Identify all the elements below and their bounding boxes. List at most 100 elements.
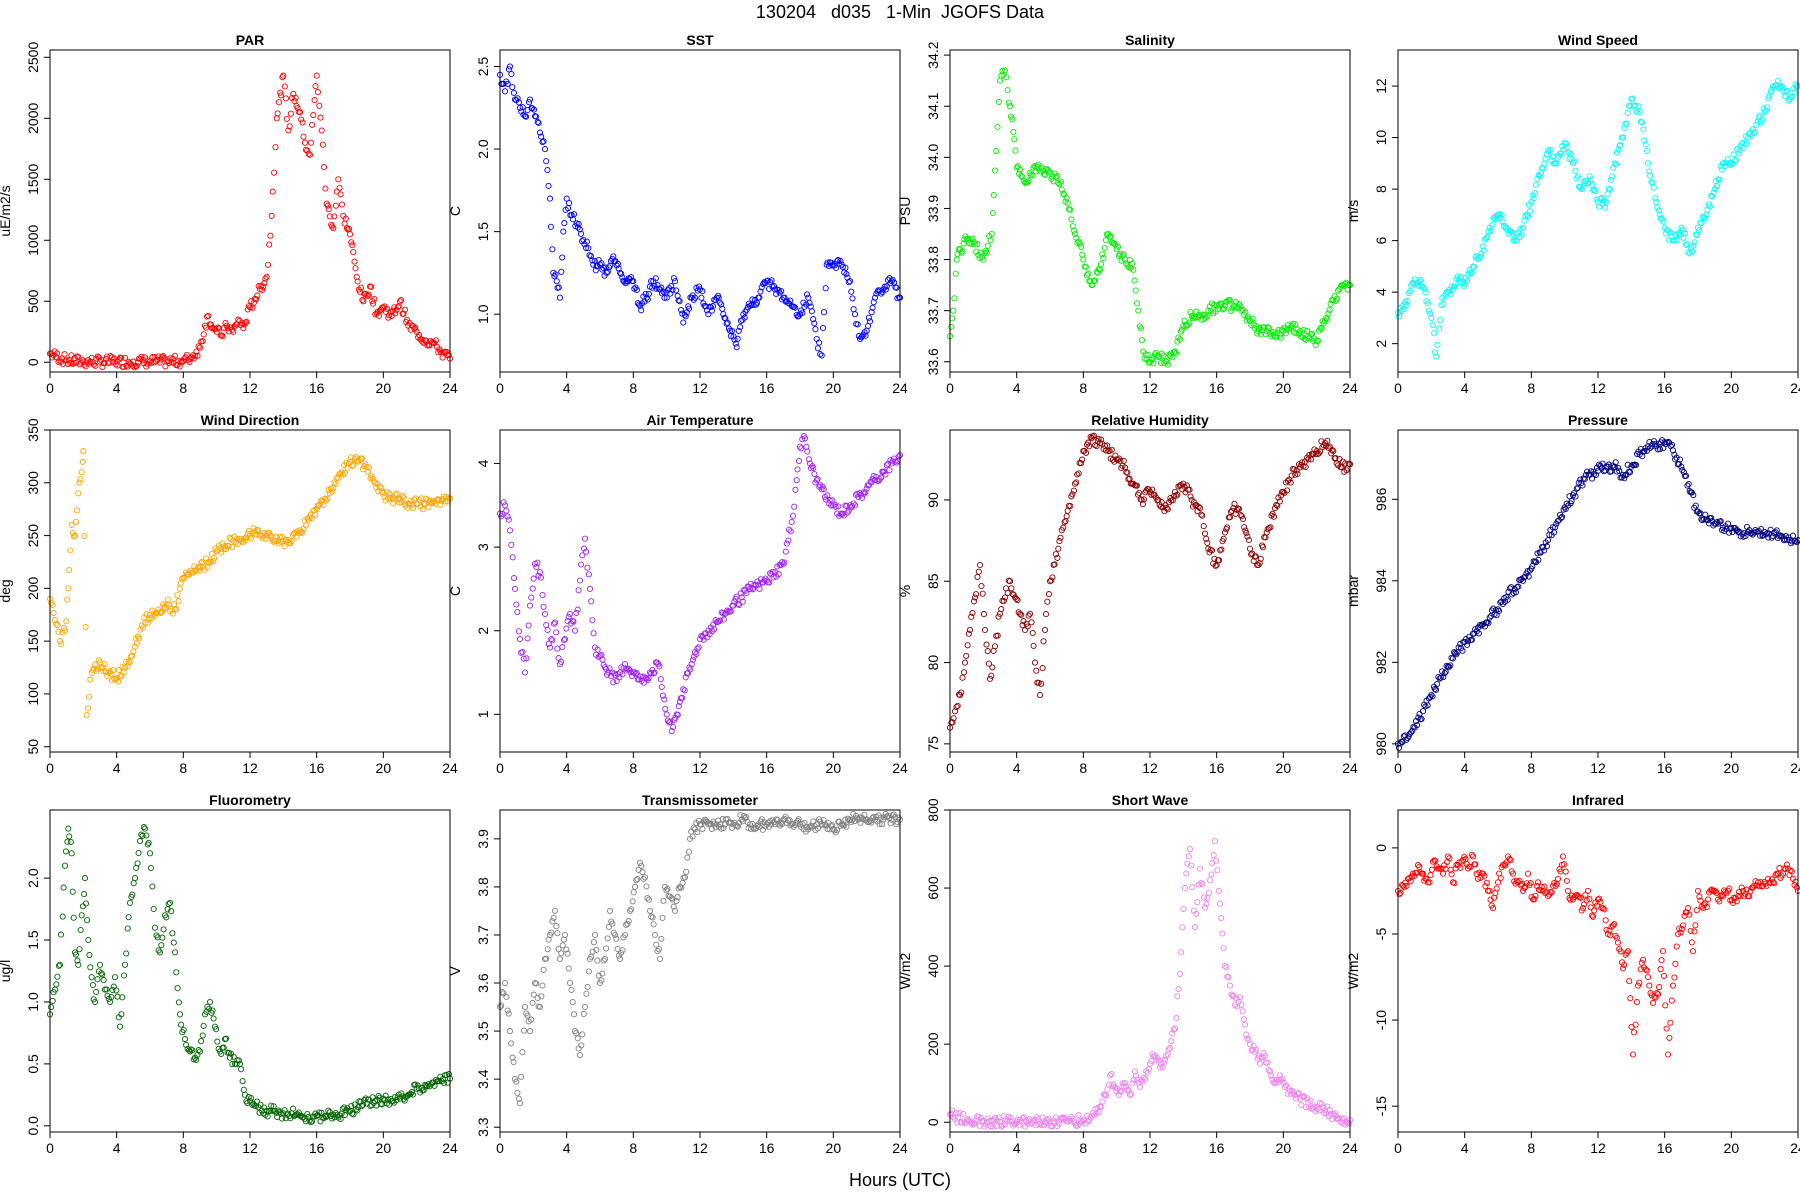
data-point <box>1758 525 1765 533</box>
y-axis-label: m/s <box>1345 200 1361 223</box>
data-points <box>946 67 1354 368</box>
data-point <box>560 936 567 943</box>
data-point <box>669 286 676 293</box>
data-point <box>431 1082 438 1089</box>
data-point <box>548 636 555 643</box>
data-point <box>108 993 115 1001</box>
data-point <box>306 1117 313 1124</box>
data-point <box>667 718 674 725</box>
data-point <box>1541 883 1548 890</box>
data-point <box>51 616 59 624</box>
x-tick-label: 24 <box>1790 760 1800 776</box>
data-point <box>1014 597 1021 604</box>
data-point <box>544 626 551 633</box>
y-tick-label: -5 <box>1373 928 1389 941</box>
data-point <box>1069 491 1076 498</box>
data-point <box>1752 128 1759 136</box>
data-point <box>817 351 824 358</box>
data-point <box>524 635 531 642</box>
x-tick-label: 12 <box>692 1140 708 1156</box>
y-tick-label: 2 <box>1373 340 1389 348</box>
data-point <box>1618 134 1625 141</box>
data-point <box>1636 979 1643 986</box>
data-point <box>865 314 872 321</box>
data-point <box>1508 584 1515 591</box>
data-point <box>327 1112 334 1119</box>
x-tick-label: 0 <box>1394 380 1402 396</box>
data-point <box>537 574 545 581</box>
data-point <box>106 668 113 675</box>
data-point <box>203 324 210 331</box>
y-tick-label: 4 <box>1373 288 1389 296</box>
data-point <box>411 496 418 503</box>
data-point <box>1124 469 1131 476</box>
data-point <box>591 931 599 939</box>
data-point <box>1410 723 1417 730</box>
data-point <box>49 601 56 608</box>
data-point <box>81 875 89 882</box>
data-point <box>783 540 790 547</box>
data-point <box>569 998 576 1006</box>
data-point <box>970 239 977 246</box>
data-point <box>1417 276 1424 283</box>
data-point <box>1295 1090 1302 1097</box>
data-point <box>192 352 199 360</box>
data-point <box>644 894 651 902</box>
data-point <box>1496 211 1503 218</box>
data-point <box>1289 320 1296 327</box>
data-point <box>1724 520 1732 527</box>
data-point <box>1264 1059 1271 1066</box>
data-point <box>744 304 752 311</box>
data-point <box>1026 610 1034 617</box>
data-point <box>1266 525 1273 532</box>
data-point <box>90 361 97 368</box>
data-point <box>1774 77 1781 85</box>
data-point <box>311 97 318 104</box>
x-tick-label: 8 <box>629 1140 637 1156</box>
data-point <box>399 492 406 499</box>
data-point <box>1673 237 1680 244</box>
data-point <box>723 320 730 327</box>
data-point <box>1199 512 1206 519</box>
y-tick-label: 4 <box>475 459 491 467</box>
data-point <box>1678 926 1685 933</box>
data-point <box>1446 663 1453 670</box>
data-point <box>133 640 140 647</box>
data-point <box>1656 446 1663 453</box>
data-point <box>1708 514 1715 521</box>
data-point <box>193 567 200 574</box>
data-point <box>1764 104 1771 111</box>
data-point <box>964 642 971 649</box>
x-tick-label: 12 <box>692 760 708 776</box>
data-point <box>678 306 685 314</box>
data-point <box>694 829 701 836</box>
data-point <box>365 291 372 298</box>
data-point <box>1320 320 1327 327</box>
data-point <box>1302 1104 1310 1111</box>
data-point <box>183 1041 190 1048</box>
y-tick-label: 33.7 <box>925 297 941 324</box>
data-point <box>125 914 132 921</box>
data-point <box>1789 532 1797 539</box>
data-point <box>1646 982 1653 989</box>
data-point <box>1692 502 1699 509</box>
data-point <box>1276 331 1284 338</box>
data-point <box>656 955 664 963</box>
data-point <box>1769 83 1777 90</box>
data-point <box>139 832 146 839</box>
data-point <box>320 164 328 171</box>
data-point <box>1109 1083 1116 1090</box>
data-point <box>1080 256 1087 263</box>
data-point <box>839 264 846 271</box>
data-point <box>583 990 590 997</box>
data-point <box>835 503 842 510</box>
y-tick-label: 50 <box>25 739 41 755</box>
data-point <box>513 1078 520 1085</box>
data-point <box>85 936 92 944</box>
data-point <box>166 899 174 906</box>
x-tick-label: 16 <box>309 1140 325 1156</box>
data-point <box>1226 297 1233 304</box>
data-point <box>659 914 666 921</box>
data-point <box>1612 459 1619 466</box>
data-point <box>1112 452 1119 459</box>
